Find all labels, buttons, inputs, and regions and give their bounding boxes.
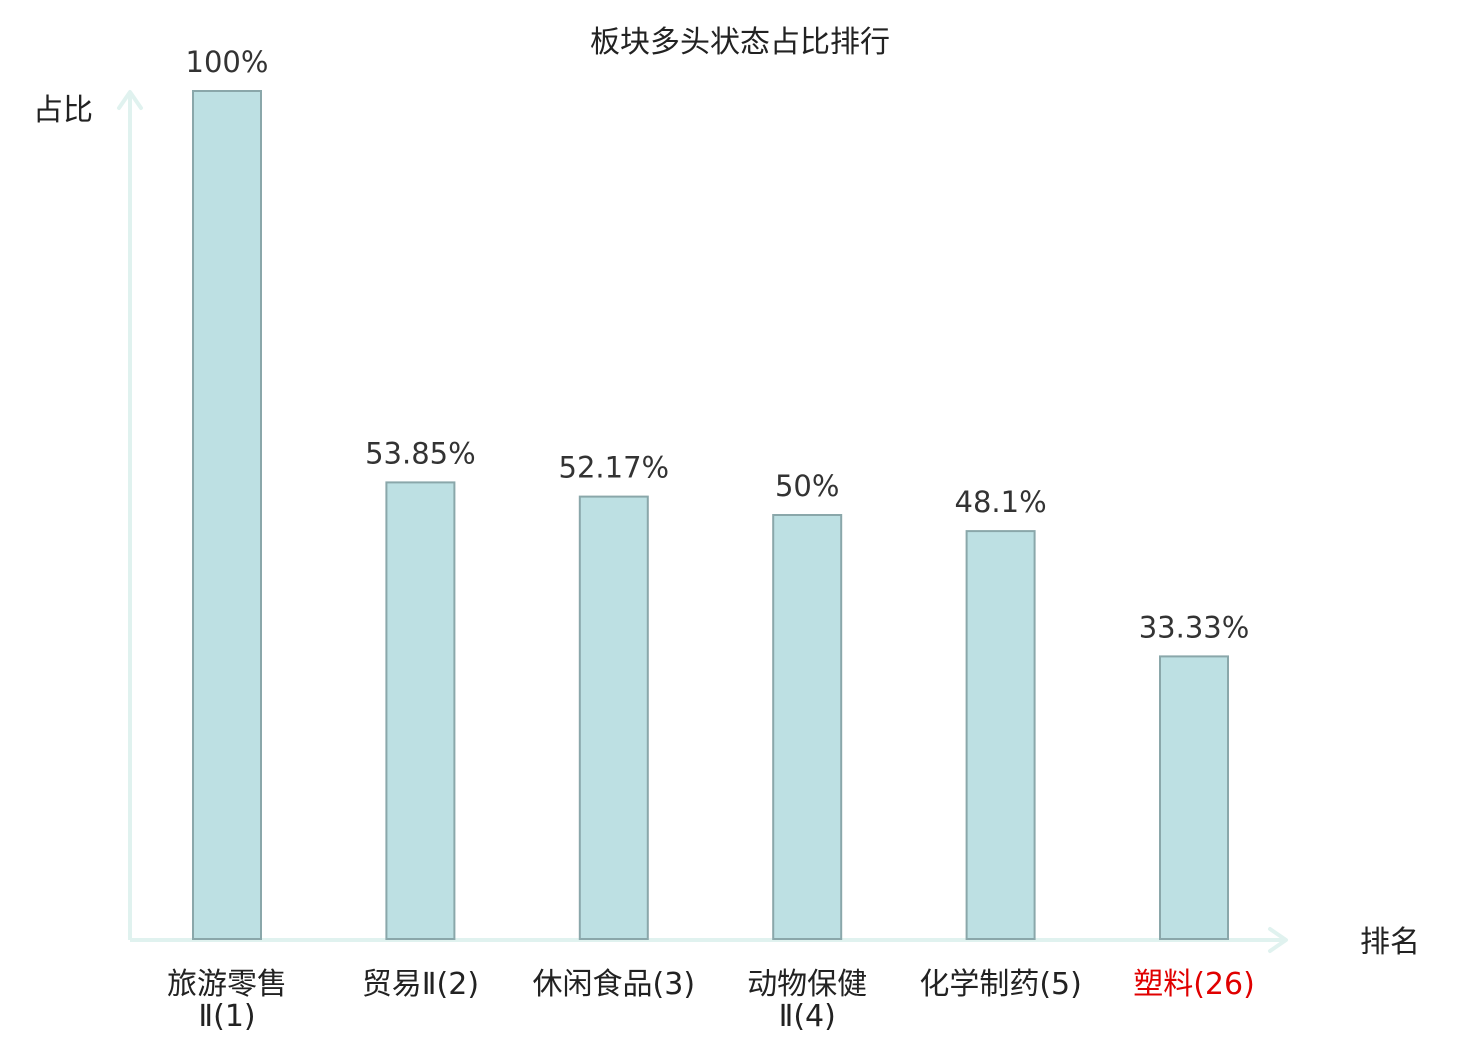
x-axis-arrow <box>1268 927 1288 953</box>
category-tick-label: 化学制药(5) <box>919 967 1082 1002</box>
value-labels-group: 100% 53.85% 52.17% 50% 48.1% 33.33% <box>186 45 1250 644</box>
category-tick-label: 贸易Ⅱ(2) <box>362 967 479 1002</box>
bar <box>385 481 456 940</box>
category-tick-label: 休闲食品(3) <box>533 967 696 1002</box>
bar <box>965 530 1036 940</box>
bar-value-label: 100% <box>186 45 269 79</box>
category-tick-label: 旅游零售 Ⅱ(1) <box>167 967 287 1034</box>
bar <box>772 514 843 940</box>
bar-value-label: 48.1% <box>955 485 1047 519</box>
chart-title: 板块多头状态占比排行 <box>590 25 890 60</box>
bar <box>192 90 262 940</box>
bar-value-label: 50% <box>775 469 839 503</box>
y-axis-label: 占比 <box>33 93 93 128</box>
bar-value-label: 33.33% <box>1139 610 1250 644</box>
bar <box>1159 655 1229 941</box>
category-labels-group: 旅游零售 Ⅱ(1) 贸易Ⅱ(2) 休闲食品(3) 动物保健 Ⅱ(4) 化学制药(5) 塑料(2… <box>167 967 1255 1034</box>
bar-value-label: 52.17% <box>559 451 670 485</box>
bar <box>578 495 649 940</box>
category-tick-label: 动物保健 Ⅱ(4) <box>747 967 867 1034</box>
category-tick-label: 塑料(26) <box>1133 967 1255 1002</box>
x-axis-label: 排名 <box>1360 925 1420 960</box>
y-axis-arrow <box>117 90 143 110</box>
bars-group <box>192 90 1229 941</box>
bar-value-label: 53.85% <box>365 436 476 470</box>
